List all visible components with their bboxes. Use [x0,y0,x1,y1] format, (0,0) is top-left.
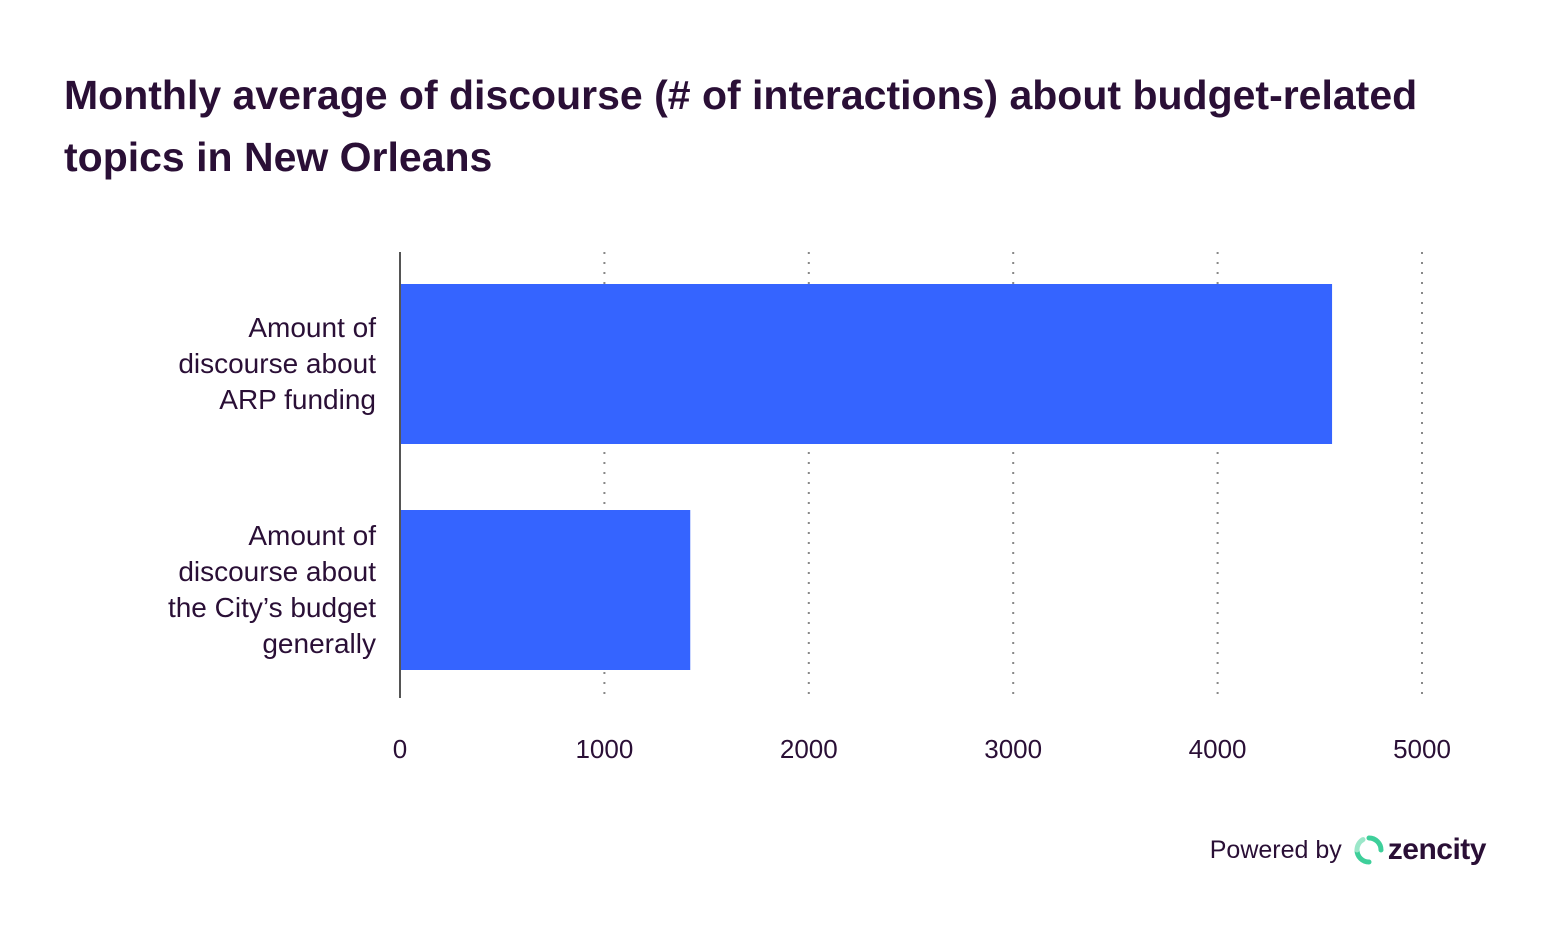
x-tick-label: 5000 [1393,734,1451,764]
chart-title: Monthly average of discourse (# of inter… [64,72,1418,180]
brand-name: zencity [1387,833,1487,866]
x-tick-label: 1000 [575,734,633,764]
x-tick-label: 3000 [984,734,1042,764]
bar-2 [400,510,691,670]
x-tick-label: 2000 [780,734,838,764]
powered-by-text: Powered by [1209,835,1342,864]
brand-logo: zencity [1354,833,1487,867]
footer: Powered by zencity [1209,826,1487,874]
x-tick-label: 4000 [1189,734,1247,764]
x-tick-label: 0 [393,734,407,764]
x-axis-ticks: 0 1000 2000 3000 4000 5000 [393,734,1451,764]
category-label: Amount of discourse about ARP funding [178,312,376,415]
zencity-logo-icon [1354,835,1384,865]
category-label: Amount of discourse about the City’s bud… [167,520,376,659]
bar-1 [400,284,1333,444]
bars [400,284,1333,670]
